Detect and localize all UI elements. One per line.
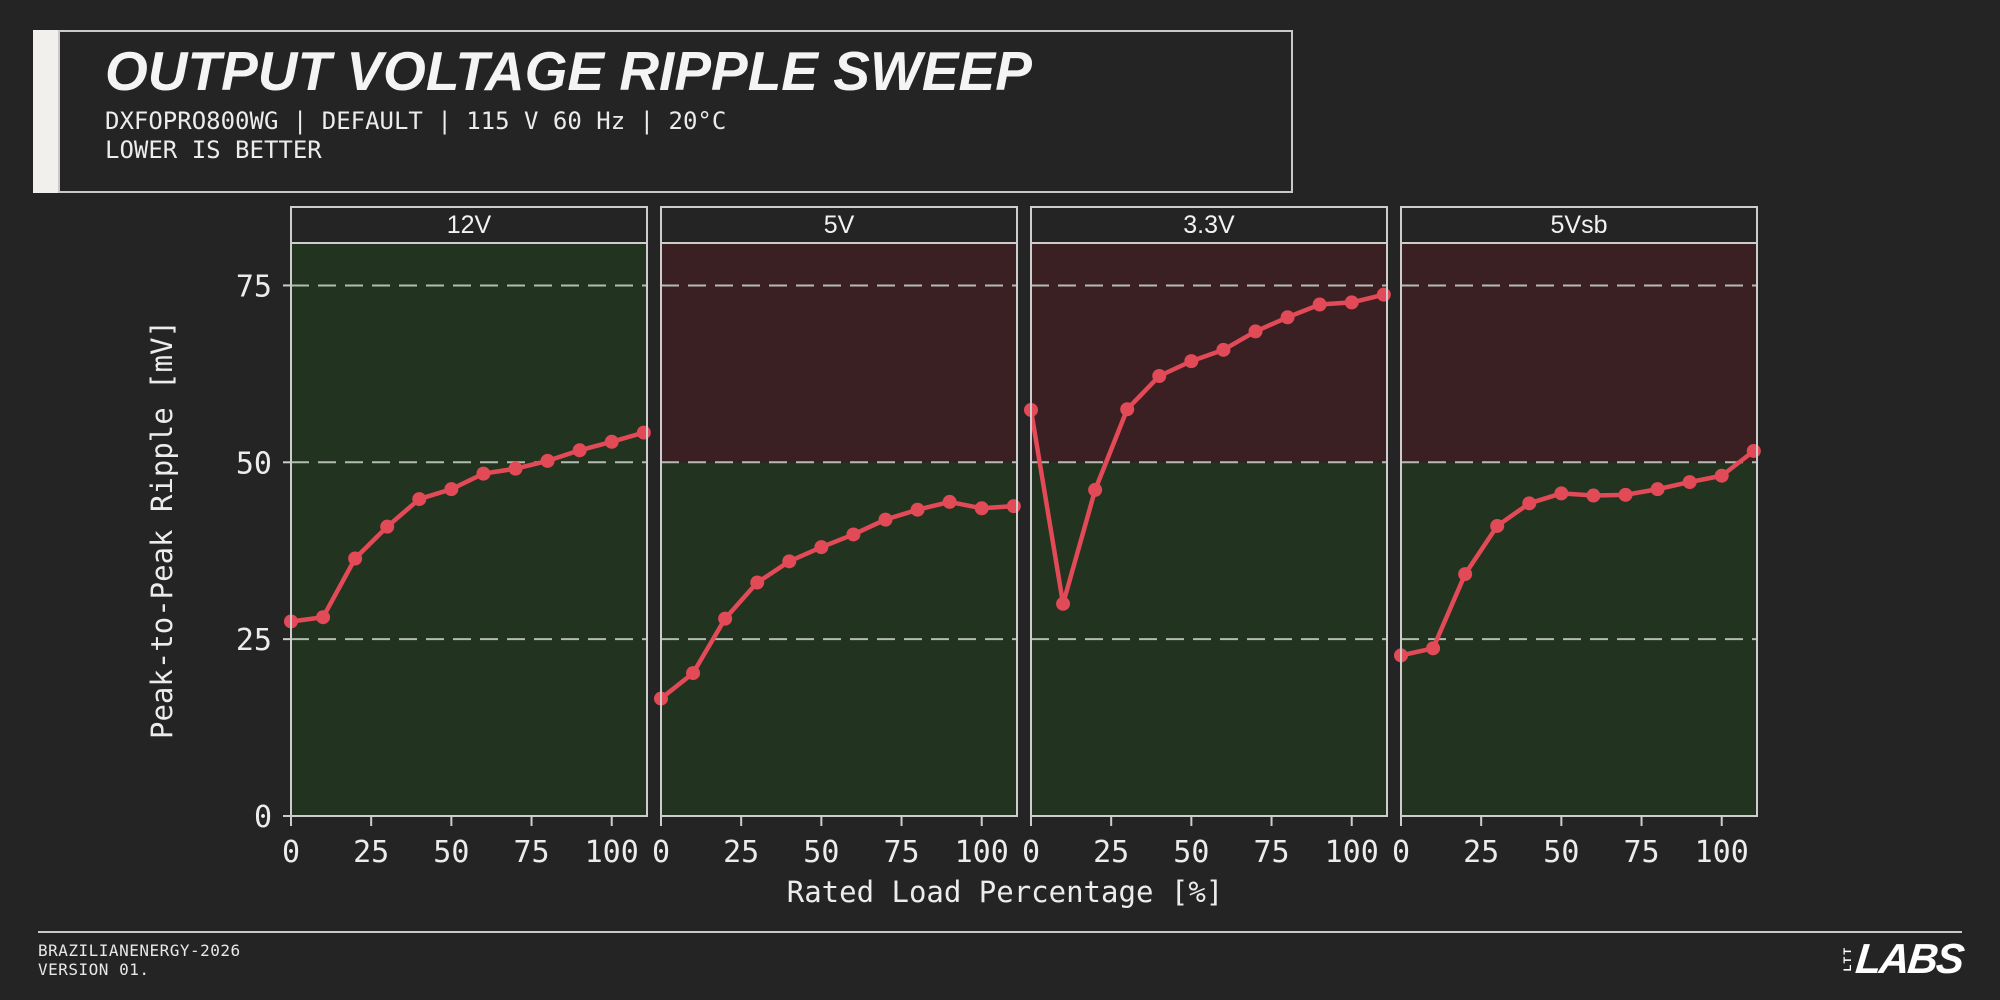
title-accent-bar [33, 30, 58, 193]
data-point [1714, 468, 1729, 483]
data-point [316, 610, 331, 625]
x-tick-label: 75 [1253, 835, 1289, 870]
bad-zone [1401, 243, 1757, 463]
panel-header [1030, 206, 1388, 244]
page-subtitle: DXFOPRO800WG | DEFAULT | 115 V 60 Hz | 2… [105, 107, 727, 136]
data-point [1088, 482, 1103, 497]
data-point [572, 443, 587, 458]
y-tick-label: 25 [236, 623, 272, 658]
data-point [412, 492, 427, 507]
panel-header-label: 3.3V [1183, 211, 1235, 239]
y-tick-label: 75 [236, 269, 272, 304]
footer-credit: BRAZILIANENERGY-2026 VERSION 01. [38, 941, 241, 979]
data-point [1618, 487, 1633, 502]
x-tick-label: 25 [1093, 835, 1129, 870]
footer-divider [38, 931, 1962, 933]
x-tick-label: 25 [353, 835, 389, 870]
x-tick-label: 25 [1463, 835, 1499, 870]
data-point [540, 453, 555, 468]
panel-12V: 12V 0 25 50 75 100 0 25 50 75 [236, 206, 651, 870]
x-tick-label: 0 [1392, 835, 1410, 870]
data-point [1216, 342, 1231, 357]
x-tick-label: 0 [652, 835, 670, 870]
panel-5Vsb: 5Vsb 0 25 50 75 100 [1392, 206, 1761, 870]
x-tick-label: 25 [723, 835, 759, 870]
data-point [910, 502, 925, 517]
x-tick-label: 0 [1022, 835, 1040, 870]
data-point [1554, 486, 1569, 501]
panel-header-label: 12V [447, 211, 492, 239]
x-tick-label: 50 [1543, 835, 1579, 870]
x-tick-label: 50 [1173, 835, 1209, 870]
data-point [348, 551, 363, 566]
data-point [1650, 482, 1665, 497]
data-point [444, 482, 459, 497]
data-point [1312, 297, 1327, 312]
data-point [1426, 641, 1441, 656]
data-point [636, 425, 651, 440]
panel-header [1400, 206, 1758, 244]
data-point [1746, 443, 1761, 458]
data-point [1280, 310, 1295, 325]
data-point [1056, 596, 1071, 611]
logo-labs-text: LABS [1853, 935, 1965, 982]
data-point [1152, 368, 1167, 383]
x-tick-label: 50 [803, 835, 839, 870]
panel-5V: 5V 0 25 50 75 100 [652, 206, 1021, 870]
data-point [380, 519, 395, 534]
data-point [1490, 518, 1505, 533]
x-tick-label: 75 [883, 835, 919, 870]
panel-3.3V: 3.3V 0 25 50 75 100 [1022, 206, 1391, 870]
bad-zone [661, 243, 1017, 463]
logo-ltt-vertical: LTT [1841, 946, 1854, 972]
data-point [1344, 295, 1359, 310]
x-tick-label: 100 [955, 835, 1009, 870]
data-point [1006, 499, 1021, 514]
x-tick-label: 100 [1695, 835, 1749, 870]
data-point [686, 666, 701, 681]
data-point [750, 575, 765, 590]
data-point [1248, 324, 1263, 339]
data-point [1376, 287, 1391, 302]
y-tick-label: 0 [254, 800, 272, 835]
data-point [782, 554, 797, 569]
x-tick-label: 75 [513, 835, 549, 870]
data-point [974, 501, 989, 516]
panel-header [660, 206, 1018, 244]
footer-credit-line2: VERSION 01. [38, 960, 150, 980]
data-point [846, 527, 861, 542]
x-tick-label: 75 [1623, 835, 1659, 870]
data-point [604, 434, 619, 449]
panel-header-label: 5Vsb [1551, 211, 1608, 239]
y-axis-label: Peak-to-Peak Ripple [mV] [145, 320, 179, 739]
panel-header-label: 5V [824, 211, 855, 239]
footer-credit-line1: BRAZILIANENERGY-2026 [38, 941, 241, 960]
data-point [814, 540, 829, 555]
title-box: OUTPUT VOLTAGE RIPPLE SWEEP DXFOPRO800WG… [58, 30, 1293, 193]
data-point [1522, 496, 1537, 511]
good-zone [291, 243, 647, 816]
lower-is-better-note: LOWER IS BETTER [105, 135, 322, 164]
data-point [1682, 475, 1697, 490]
data-point [1184, 354, 1199, 369]
x-tick-label: 100 [585, 835, 639, 870]
x-tick-label: 100 [1325, 835, 1379, 870]
y-tick-label: 50 [236, 446, 272, 481]
data-point [1586, 488, 1601, 503]
data-point [1458, 567, 1473, 582]
data-point [476, 466, 491, 481]
x-axis-label: Rated Load Percentage [%] [787, 875, 1224, 909]
page-title: OUTPUT VOLTAGE RIPPLE SWEEP [105, 40, 1032, 102]
data-point [1120, 402, 1135, 417]
data-point [508, 461, 523, 476]
x-tick-label: 0 [282, 835, 300, 870]
ltt-labs-logo: LTT LABS [1841, 935, 1965, 982]
x-tick-label: 50 [433, 835, 469, 870]
data-point [718, 611, 733, 626]
panel-header [290, 206, 648, 244]
data-point [942, 494, 957, 509]
data-point [878, 512, 893, 527]
